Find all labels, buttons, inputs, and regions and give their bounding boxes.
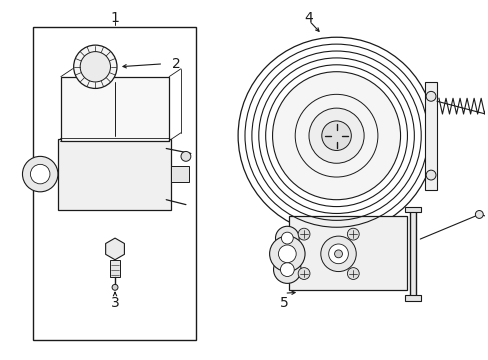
Bar xyxy=(33,27,195,339)
Circle shape xyxy=(298,267,309,279)
Circle shape xyxy=(273,256,301,283)
Circle shape xyxy=(278,245,296,263)
Bar xyxy=(110,260,120,278)
Bar xyxy=(289,216,407,290)
Circle shape xyxy=(272,72,400,200)
Circle shape xyxy=(425,91,435,101)
Bar xyxy=(171,166,188,182)
Circle shape xyxy=(281,232,293,244)
Text: 5: 5 xyxy=(280,296,288,310)
Bar xyxy=(81,65,110,80)
Circle shape xyxy=(74,45,117,89)
Circle shape xyxy=(22,156,58,192)
Bar xyxy=(61,77,169,141)
Circle shape xyxy=(112,284,118,290)
Circle shape xyxy=(308,108,364,163)
Circle shape xyxy=(346,228,359,240)
Circle shape xyxy=(320,236,356,271)
Circle shape xyxy=(346,267,359,279)
Text: 1: 1 xyxy=(110,10,119,24)
Circle shape xyxy=(334,250,342,258)
Circle shape xyxy=(269,236,305,271)
Bar xyxy=(409,208,415,298)
Text: 3: 3 xyxy=(110,296,119,310)
Circle shape xyxy=(280,263,294,276)
Circle shape xyxy=(474,211,482,219)
Text: 4: 4 xyxy=(304,10,313,24)
Circle shape xyxy=(181,152,190,161)
Circle shape xyxy=(238,37,434,234)
Bar xyxy=(58,139,171,210)
Bar xyxy=(424,82,436,190)
Bar xyxy=(405,295,420,301)
Polygon shape xyxy=(105,238,124,260)
Circle shape xyxy=(30,165,50,184)
Circle shape xyxy=(425,170,435,180)
Circle shape xyxy=(328,244,347,264)
Circle shape xyxy=(321,121,350,150)
Circle shape xyxy=(298,228,309,240)
Bar xyxy=(405,207,420,212)
Circle shape xyxy=(275,226,299,250)
Circle shape xyxy=(80,51,110,82)
Text: 2: 2 xyxy=(171,57,180,71)
